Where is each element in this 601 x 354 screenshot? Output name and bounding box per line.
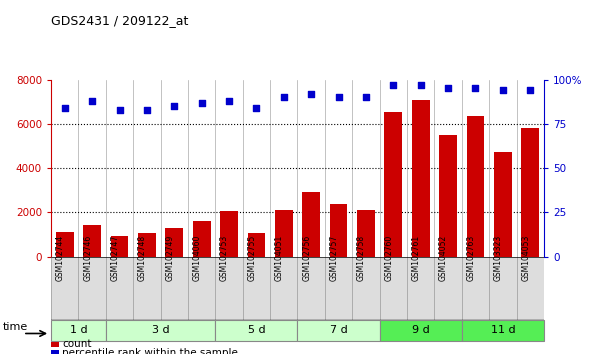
- Bar: [435, 257, 462, 320]
- Bar: [220, 211, 238, 257]
- Bar: [56, 232, 74, 257]
- Bar: [248, 233, 265, 257]
- Text: 5 d: 5 d: [248, 325, 265, 336]
- Bar: [165, 228, 183, 257]
- Text: 11 d: 11 d: [490, 325, 515, 336]
- Bar: [243, 257, 270, 320]
- Bar: [516, 257, 544, 320]
- Text: GSM102746: GSM102746: [83, 235, 92, 281]
- Bar: [489, 257, 516, 320]
- Text: 1 d: 1 d: [70, 325, 87, 336]
- Bar: [138, 233, 156, 257]
- Bar: [51, 257, 79, 320]
- Bar: [160, 257, 188, 320]
- Bar: [494, 152, 511, 257]
- Text: GSM102753: GSM102753: [220, 235, 229, 281]
- Text: GSM104060: GSM104060: [193, 235, 202, 281]
- Point: [197, 100, 207, 105]
- Text: GSM104053: GSM104053: [521, 235, 530, 281]
- Text: percentile rank within the sample: percentile rank within the sample: [62, 348, 238, 354]
- Bar: [385, 112, 402, 257]
- Point: [498, 87, 508, 93]
- Bar: [302, 193, 320, 257]
- Point: [115, 107, 124, 113]
- Bar: [79, 257, 106, 320]
- Bar: [51, 320, 106, 341]
- Text: 9 d: 9 d: [412, 325, 430, 336]
- Point: [252, 105, 261, 111]
- Bar: [466, 116, 484, 257]
- Bar: [325, 257, 352, 320]
- Bar: [188, 257, 215, 320]
- Bar: [380, 320, 462, 341]
- Point: [525, 87, 535, 93]
- Point: [224, 98, 234, 104]
- Bar: [521, 128, 539, 257]
- Point: [279, 95, 288, 100]
- Bar: [439, 135, 457, 257]
- Bar: [270, 257, 297, 320]
- Bar: [111, 236, 129, 257]
- Text: GSM102763: GSM102763: [466, 235, 475, 281]
- Bar: [380, 257, 407, 320]
- Text: GSM102761: GSM102761: [412, 235, 421, 281]
- Text: GSM102755: GSM102755: [248, 235, 257, 281]
- Text: GSM104051: GSM104051: [275, 235, 284, 281]
- Bar: [133, 257, 160, 320]
- Text: GSM102758: GSM102758: [357, 235, 366, 281]
- Text: GSM102744: GSM102744: [56, 235, 65, 281]
- Bar: [412, 99, 430, 257]
- Bar: [84, 224, 101, 257]
- Text: 3 d: 3 d: [152, 325, 169, 336]
- Bar: [193, 221, 210, 257]
- Text: GSM102749: GSM102749: [165, 235, 174, 281]
- Bar: [297, 320, 380, 341]
- Text: count: count: [62, 339, 91, 349]
- Point: [471, 86, 480, 91]
- Point: [87, 98, 97, 104]
- Text: GSM102756: GSM102756: [302, 235, 311, 281]
- Bar: [275, 210, 293, 257]
- Text: time: time: [3, 322, 28, 332]
- Point: [361, 95, 371, 100]
- Point: [416, 82, 426, 88]
- Bar: [352, 257, 380, 320]
- Bar: [462, 320, 544, 341]
- Bar: [106, 320, 215, 341]
- Point: [444, 86, 453, 91]
- Bar: [462, 257, 489, 320]
- Bar: [297, 257, 325, 320]
- Text: GSM102757: GSM102757: [329, 235, 338, 281]
- Bar: [215, 257, 243, 320]
- Text: 7 d: 7 d: [330, 325, 347, 336]
- Point: [334, 95, 343, 100]
- Point: [388, 82, 398, 88]
- Text: GSM103323: GSM103323: [494, 235, 503, 281]
- Bar: [106, 257, 133, 320]
- Bar: [357, 210, 375, 257]
- Point: [60, 105, 70, 111]
- Point: [142, 107, 151, 113]
- Bar: [215, 320, 297, 341]
- Bar: [407, 257, 435, 320]
- Point: [169, 103, 179, 109]
- Bar: [330, 204, 347, 257]
- Text: GSM102760: GSM102760: [384, 235, 393, 281]
- Text: GSM102747: GSM102747: [111, 235, 120, 281]
- Point: [307, 91, 316, 97]
- Text: GSM102748: GSM102748: [138, 235, 147, 281]
- Text: GSM104052: GSM104052: [439, 235, 448, 281]
- Text: GDS2431 / 209122_at: GDS2431 / 209122_at: [51, 14, 189, 27]
